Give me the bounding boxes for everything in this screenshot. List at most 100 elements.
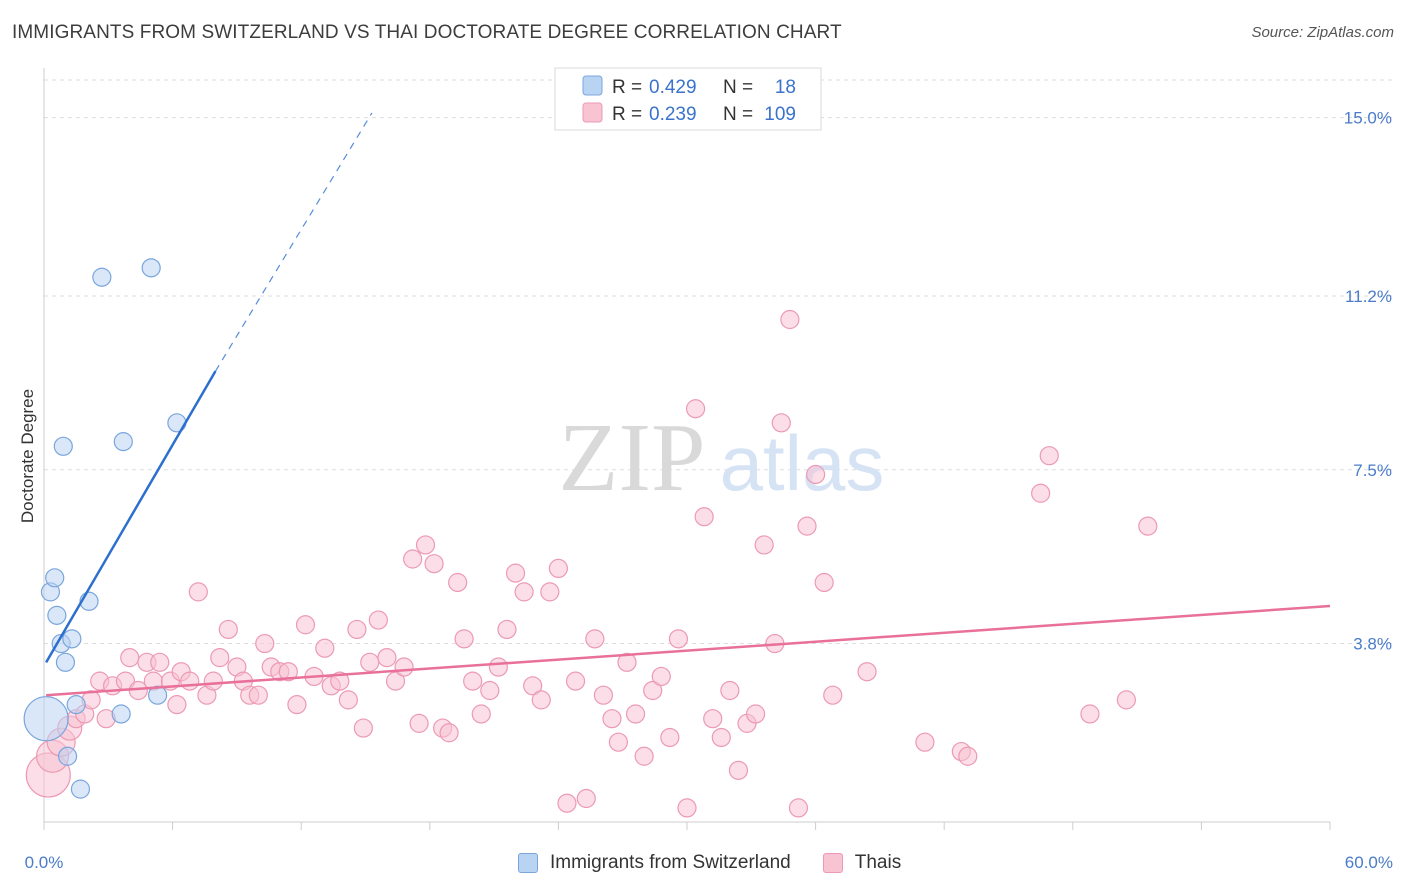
- gridlines: [44, 79, 1392, 645]
- legend-r-label-2: R =: [612, 104, 642, 125]
- thais-point-69: [585, 629, 605, 649]
- legend-bottom: Immigrants from Switzerland Thais: [518, 852, 933, 874]
- tick-labels: 3.8% 7.5% 11.2% 15.0% 0.0% 60.0%: [25, 109, 1393, 872]
- switzerland-point-9: [66, 694, 86, 715]
- switzerland-point-10: [70, 779, 91, 799]
- thais-point-81: [685, 399, 706, 419]
- legend-top: R = 0.429 N = 18 R = 0.239 N = 109: [554, 67, 822, 131]
- thais-point-40: [347, 619, 367, 640]
- thais-point-94: [797, 516, 817, 536]
- legend-n-label-1: N =: [723, 77, 753, 98]
- thais-point-70: [593, 685, 614, 705]
- thais-point-105: [1116, 690, 1136, 710]
- legend-r-value-1: 0.429: [649, 77, 697, 98]
- thais-point-52: [439, 723, 459, 743]
- thais-point-93: [788, 798, 809, 818]
- source-label: Source: ZipAtlas.com: [1251, 24, 1394, 41]
- x-tick-label-1: 60.0%: [1345, 853, 1393, 872]
- thais-point-62: [523, 676, 543, 696]
- legend-n-value-2: 109: [764, 104, 796, 125]
- thais-point-57: [480, 680, 500, 701]
- switzerland-point-8: [62, 629, 82, 649]
- legend-label-thais: Thais: [854, 852, 902, 873]
- thais-point-19: [180, 671, 200, 691]
- thais-point-83: [703, 709, 723, 729]
- thais-point-33: [287, 694, 307, 715]
- thais-point-102: [1031, 483, 1051, 503]
- thais-point-84: [711, 727, 731, 748]
- thais-point-41: [353, 718, 373, 738]
- thais-point-11: [120, 648, 140, 668]
- thais-point-34: [295, 615, 316, 635]
- thais-point-43: [368, 610, 388, 630]
- thais-point-77: [651, 666, 671, 687]
- thais-point-86: [728, 760, 749, 780]
- switzerland-point-6: [55, 652, 76, 672]
- thais-point-65: [548, 558, 569, 579]
- legend-n-value-1: 18: [775, 77, 796, 98]
- thais-point-64: [540, 582, 560, 602]
- thais-point-46: [394, 657, 414, 677]
- thais-point-98: [857, 662, 877, 682]
- watermark-atlas: atlas: [720, 419, 885, 507]
- thais-point-17: [167, 694, 187, 715]
- thais-point-36: [315, 638, 335, 658]
- thais-point-55: [463, 671, 483, 691]
- switzerland-point-2: [45, 568, 65, 588]
- legend-item-switzerland: Immigrants from Switzerland: [518, 852, 791, 874]
- y-axis-title: Doctorate Degree: [18, 389, 37, 523]
- thais-point-58: [488, 657, 508, 677]
- thais-trend-line: [46, 604, 1331, 697]
- thais-point-63: [531, 690, 551, 710]
- thais-point-22: [203, 671, 223, 691]
- switzerland-point-15: [141, 258, 161, 278]
- thais-point-106: [1138, 516, 1158, 536]
- thais-point-91: [771, 413, 791, 433]
- watermark: ZIP atlas: [559, 404, 885, 512]
- thais-point-61: [514, 582, 534, 602]
- switzerland-point-0: [23, 696, 69, 742]
- thais-point-103: [1039, 446, 1059, 466]
- thais-points: [25, 309, 1158, 818]
- thais-point-72: [608, 732, 629, 752]
- switzerland-point-5: [53, 436, 73, 456]
- switzerland-point-7: [57, 746, 78, 766]
- thais-point-48: [409, 713, 429, 733]
- legend-label-switzerland: Immigrants from Switzerland: [550, 852, 791, 873]
- legend-swatch-switzerland: [518, 853, 538, 873]
- switzerland-point-12: [92, 267, 112, 287]
- thais-point-24: [218, 619, 238, 640]
- thais-point-60: [505, 563, 526, 583]
- thais-point-78: [660, 727, 680, 748]
- thais-point-73: [617, 652, 637, 672]
- thais-point-42: [360, 652, 380, 672]
- thais-point-99: [915, 732, 935, 752]
- thais-point-29: [255, 633, 275, 654]
- thais-point-38: [330, 671, 350, 691]
- thais-point-92: [780, 309, 800, 330]
- switzerland-point-14: [113, 432, 133, 452]
- thais-point-66: [557, 793, 577, 813]
- y-tick-label-0: 3.8%: [1353, 635, 1392, 654]
- thais-point-23: [210, 648, 230, 668]
- thais-point-53: [448, 572, 468, 593]
- thais-point-76: [643, 680, 663, 701]
- thais-point-75: [634, 746, 654, 766]
- legend-swatch-blue: [582, 75, 603, 96]
- legend-r-value-2: 0.239: [649, 104, 697, 125]
- thais-point-97: [823, 685, 843, 705]
- thais-point-82: [694, 507, 714, 527]
- thais-point-50: [424, 554, 444, 574]
- thais-point-88: [745, 704, 766, 724]
- thais-point-20: [188, 582, 208, 602]
- thais-point-28: [248, 685, 268, 705]
- switzerland-point-3: [47, 605, 67, 625]
- switzerland-trend-extension: [214, 112, 373, 372]
- legend-n-label-2: N =: [723, 104, 753, 125]
- thais-point-44: [377, 648, 397, 668]
- thais-point-85: [720, 680, 740, 701]
- y-tick-label-2: 11.2%: [1345, 287, 1392, 306]
- thais-point-39: [338, 690, 358, 710]
- thais-point-68: [576, 788, 596, 809]
